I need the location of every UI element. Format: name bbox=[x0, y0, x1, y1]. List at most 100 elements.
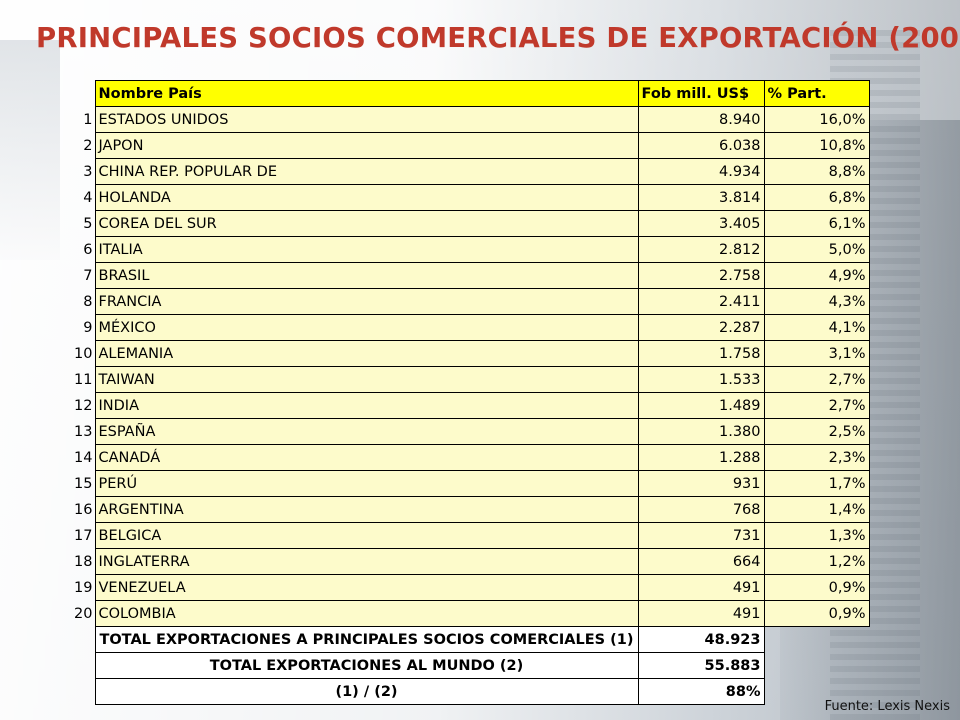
percent-share-cell: 4,9% bbox=[763, 262, 870, 289]
percent-share-cell: 4,1% bbox=[763, 314, 870, 341]
header-index-cell bbox=[68, 81, 95, 107]
fob-value-cell: 731 bbox=[637, 522, 765, 549]
country-name-cell: INDIA bbox=[94, 392, 639, 419]
percent-share-cell: 1,3% bbox=[763, 522, 870, 549]
percent-share-cell: 1,7% bbox=[763, 470, 870, 497]
fob-value-cell: 664 bbox=[637, 548, 765, 575]
fob-value-cell: 6.038 bbox=[637, 132, 765, 159]
fob-value-cell: 1.288 bbox=[637, 444, 765, 471]
export-partners-table: Nombre País Fob mill. US$ % Part. 1 ESTAD… bbox=[68, 80, 870, 705]
table-row: 20 COLOMBIA 491 0,9% bbox=[68, 600, 870, 627]
fob-value-cell: 931 bbox=[637, 470, 765, 497]
percent-share-cell: 1,2% bbox=[763, 548, 870, 575]
table-row: 3 CHINA REP. POPULAR DE 4.934 8,8% bbox=[68, 158, 870, 185]
percent-share-cell: 3,1% bbox=[763, 340, 870, 367]
summary-index bbox=[68, 653, 95, 679]
background-left-building-image bbox=[0, 40, 60, 260]
country-name-cell: BRASIL bbox=[94, 262, 639, 289]
percent-share-cell: 6,8% bbox=[763, 184, 870, 211]
country-name-cell: JAPON bbox=[94, 132, 639, 159]
table-row: 9 MÉXICO 2.287 4,1% bbox=[68, 314, 870, 341]
fob-value-cell: 1.489 bbox=[637, 392, 765, 419]
percent-share-cell: 6,1% bbox=[763, 210, 870, 237]
percent-share-cell: 5,0% bbox=[763, 236, 870, 263]
row-index: 11 bbox=[74, 371, 93, 388]
row-index: 16 bbox=[74, 501, 93, 518]
row-index: 8 bbox=[83, 293, 93, 310]
row-index: 19 bbox=[74, 579, 93, 596]
summary-label: TOTAL EXPORTACIONES AL MUNDO (2) bbox=[94, 652, 639, 679]
fob-value-cell: 491 bbox=[637, 600, 765, 627]
row-index: 4 bbox=[83, 189, 93, 206]
summary-value: 88% bbox=[637, 678, 765, 705]
row-index: 13 bbox=[74, 423, 93, 440]
table-row: 8 FRANCIA 2.411 4,3% bbox=[68, 288, 870, 315]
header-country-name: Nombre País bbox=[94, 80, 639, 107]
summary-index bbox=[68, 679, 95, 705]
summary-label: TOTAL EXPORTACIONES A PRINCIPALES SOCIOS… bbox=[94, 626, 639, 653]
table-row: 14 CANADÁ 1.288 2,3% bbox=[68, 444, 870, 471]
header-percent-share: % Part. bbox=[763, 80, 870, 107]
row-index: 14 bbox=[74, 449, 93, 466]
row-index: 17 bbox=[74, 527, 93, 544]
percent-share-cell: 2,7% bbox=[763, 366, 870, 393]
fob-value-cell: 2.287 bbox=[637, 314, 765, 341]
summary-row: (1) / (2) 88% bbox=[68, 678, 869, 705]
row-index: 12 bbox=[74, 397, 93, 414]
fob-value-cell: 1.758 bbox=[637, 340, 765, 367]
table-row: 18 INGLATERRA 664 1,2% bbox=[68, 548, 870, 575]
fob-value-cell: 768 bbox=[637, 496, 765, 523]
fob-value-cell: 491 bbox=[637, 574, 765, 601]
table-row: 12 INDIA 1.489 2,7% bbox=[68, 392, 870, 419]
table-row: 16 ARGENTINA 768 1,4% bbox=[68, 496, 870, 523]
country-name-cell: PERÚ bbox=[94, 470, 639, 497]
table-row: 10 ALEMANIA 1.758 3,1% bbox=[68, 340, 870, 367]
percent-share-cell: 8,8% bbox=[763, 158, 870, 185]
row-index: 15 bbox=[74, 475, 93, 492]
country-name-cell: COLOMBIA bbox=[94, 600, 639, 627]
row-index: 5 bbox=[83, 215, 93, 232]
page-title: PRINCIPALES SOCIOS COMERCIALES DE EXPORT… bbox=[36, 22, 960, 54]
row-index: 2 bbox=[83, 137, 93, 154]
percent-share-cell: 2,7% bbox=[763, 392, 870, 419]
summary-empty-cell bbox=[764, 653, 869, 679]
country-name-cell: VENEZUELA bbox=[94, 574, 639, 601]
country-name-cell: ESTADOS UNIDOS bbox=[94, 106, 639, 133]
table-row: 6 ITALIA 2.812 5,0% bbox=[68, 236, 870, 263]
summary-row: TOTAL EXPORTACIONES A PRINCIPALES SOCIOS… bbox=[68, 626, 869, 653]
fob-value-cell: 1.533 bbox=[637, 366, 765, 393]
fob-value-cell: 3.814 bbox=[637, 184, 765, 211]
row-index: 3 bbox=[83, 163, 93, 180]
table-row: 7 BRASIL 2.758 4,9% bbox=[68, 262, 870, 289]
country-name-cell: ALEMANIA bbox=[94, 340, 639, 367]
summary-label: (1) / (2) bbox=[94, 678, 639, 705]
percent-share-cell: 4,3% bbox=[763, 288, 870, 315]
table-header-row: Nombre País Fob mill. US$ % Part. bbox=[68, 80, 870, 107]
country-name-cell: CANADÁ bbox=[94, 444, 639, 471]
row-index: 6 bbox=[83, 241, 93, 258]
percent-share-cell: 16,0% bbox=[763, 106, 870, 133]
table-row: 1 ESTADOS UNIDOS 8.940 16,0% bbox=[68, 106, 870, 133]
table-row: 11 TAIWAN 1.533 2,7% bbox=[68, 366, 870, 393]
country-name-cell: ITALIA bbox=[94, 236, 639, 263]
country-name-cell: MÉXICO bbox=[94, 314, 639, 341]
fob-value-cell: 2.812 bbox=[637, 236, 765, 263]
source-note: Fuente: Lexis Nexis bbox=[824, 699, 950, 714]
fob-value-cell: 2.411 bbox=[637, 288, 765, 315]
percent-share-cell: 2,5% bbox=[763, 418, 870, 445]
country-name-cell: INGLATERRA bbox=[94, 548, 639, 575]
percent-share-cell: 0,9% bbox=[763, 574, 870, 601]
fob-value-cell: 2.758 bbox=[637, 262, 765, 289]
table-row: 17 BELGICA 731 1,3% bbox=[68, 522, 870, 549]
country-name-cell: FRANCIA bbox=[94, 288, 639, 315]
percent-share-cell: 0,9% bbox=[763, 600, 870, 627]
row-index: 7 bbox=[83, 267, 93, 284]
table-row: 4 HOLANDA 3.814 6,8% bbox=[68, 184, 870, 211]
summary-row: TOTAL EXPORTACIONES AL MUNDO (2) 55.883 bbox=[68, 652, 869, 679]
country-name-cell: ESPAÑA bbox=[94, 418, 639, 445]
summary-value: 55.883 bbox=[637, 652, 765, 679]
table-row: 5 COREA DEL SUR 3.405 6,1% bbox=[68, 210, 870, 237]
percent-share-cell: 10,8% bbox=[763, 132, 870, 159]
country-name-cell: CHINA REP. POPULAR DE bbox=[94, 158, 639, 185]
row-index: 20 bbox=[74, 605, 93, 622]
